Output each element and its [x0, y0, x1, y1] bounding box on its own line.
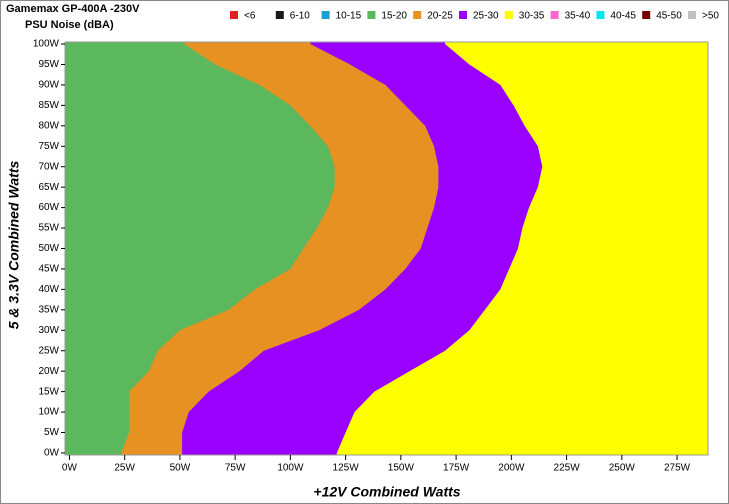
x-axis-label: +12V Combined Watts [313, 484, 460, 500]
legend-label: 35-40 [565, 11, 591, 22]
legend-label: 40-45 [610, 11, 636, 22]
legend-swatch [642, 11, 651, 19]
y-tick-label: 90W [38, 80, 59, 91]
y-tick-label: 30W [38, 325, 59, 336]
y-tick-label: 20W [38, 366, 59, 377]
x-tick-label: 100W [277, 463, 304, 474]
y-tick-label: 45W [38, 264, 59, 275]
y-tick-label: 15W [38, 386, 59, 397]
y-tick-label: 10W [38, 407, 59, 418]
legend-swatch [504, 11, 513, 19]
y-tick-label: 40W [38, 284, 59, 295]
y-tick-label: 50W [38, 243, 59, 254]
x-tick-label: 150W [388, 463, 415, 474]
y-tick-label: 35W [38, 304, 59, 315]
legend-swatch [413, 11, 422, 19]
y-tick-label: 80W [38, 120, 59, 131]
chart-subtitle: PSU Noise (dBA) [25, 19, 114, 31]
x-tick-label: 225W [554, 463, 581, 474]
legend-swatch [367, 11, 376, 19]
legend-swatch [688, 11, 696, 19]
legend-label: 30-35 [519, 11, 545, 22]
noise-band [65, 42, 335, 455]
legend-swatch [550, 11, 559, 19]
y-tick-label: 55W [38, 223, 59, 234]
y-tick-label: 25W [38, 345, 59, 356]
x-tick-label: 200W [498, 463, 525, 474]
x-tick-label: 75W [225, 463, 246, 474]
x-tick-label: 175W [443, 463, 470, 474]
legend-label: <6 [244, 11, 256, 22]
y-tick-label: 65W [38, 182, 59, 193]
y-tick-label: 70W [38, 161, 59, 172]
legend-label: >50 [702, 11, 719, 22]
x-tick-label: 125W [333, 463, 360, 474]
legend-label: 45-50 [656, 11, 682, 22]
x-tick-label: 250W [609, 463, 636, 474]
y-tick-label: 95W [38, 59, 59, 70]
legend-swatch [321, 11, 330, 19]
legend-label: 15-20 [381, 11, 407, 22]
legend-swatch [230, 11, 238, 19]
legend-swatch [275, 11, 284, 19]
y-tick-label: 75W [38, 141, 59, 152]
x-tick-label: 25W [114, 463, 135, 474]
y-tick-label: 100W [33, 39, 60, 50]
legend-swatch [459, 11, 467, 19]
legend-swatch [596, 11, 605, 19]
chart-title: Gamemax GP-400A -230V [6, 3, 140, 15]
x-tick-label: 275W [664, 463, 691, 474]
y-axis-label: 5 & 3.3V Combined Watts [6, 161, 22, 330]
y-tick-label: 5W [44, 427, 60, 438]
legend-label: 10-15 [336, 11, 362, 22]
y-tick-label: 0W [44, 448, 60, 459]
x-tick-label: 50W [170, 463, 191, 474]
y-tick-label: 85W [38, 100, 59, 111]
x-tick-label: 0W [62, 463, 78, 474]
legend-label: 25-30 [473, 11, 499, 22]
legend-label: 20-25 [427, 11, 453, 22]
legend-label: 6-10 [290, 11, 310, 22]
y-tick-label: 60W [38, 202, 59, 213]
